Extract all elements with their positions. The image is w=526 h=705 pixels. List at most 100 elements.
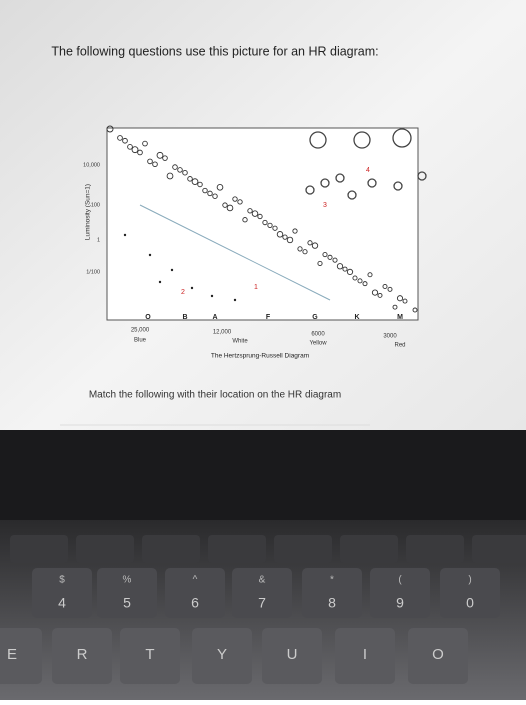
key-digit: 5	[123, 595, 131, 611]
star	[297, 246, 303, 252]
spectral-class: O	[145, 314, 151, 321]
function-key	[406, 535, 464, 563]
star	[262, 219, 268, 226]
key-letter: Y	[217, 646, 227, 663]
star	[292, 228, 298, 234]
key	[335, 628, 395, 684]
key	[370, 568, 430, 618]
caption: The Hertzsprung-Russell Diagram	[211, 353, 309, 360]
spectral-class: M	[397, 314, 403, 321]
giant-star	[417, 171, 427, 181]
function-key	[472, 535, 526, 563]
star	[172, 164, 178, 170]
star	[207, 190, 213, 197]
star	[247, 208, 253, 214]
y-tick-label: 1/100	[86, 269, 100, 275]
marker: 3	[323, 202, 327, 209]
star	[117, 135, 123, 141]
star	[166, 172, 174, 180]
giant-star	[335, 173, 345, 183]
title: The following questions use this picture…	[51, 44, 378, 58]
star	[282, 234, 288, 240]
star	[232, 196, 238, 202]
dwarf-star	[158, 280, 162, 284]
key	[32, 568, 92, 618]
star	[396, 295, 404, 302]
star	[322, 251, 328, 258]
star	[367, 272, 373, 278]
key-digit: 6	[191, 595, 199, 611]
key-symbol: (	[398, 575, 402, 586]
star	[147, 158, 153, 165]
giant-star	[392, 128, 412, 148]
star	[137, 149, 143, 156]
key	[192, 628, 252, 684]
star	[286, 236, 294, 244]
key-symbol: $	[59, 575, 65, 586]
spectral-class: A	[212, 314, 217, 321]
diagram-frame	[106, 127, 419, 321]
giant-star	[320, 178, 330, 188]
star	[162, 155, 168, 161]
star	[122, 137, 128, 144]
prompt: Match the following with their location …	[89, 390, 341, 401]
key-letter: R	[77, 646, 88, 663]
star	[187, 176, 193, 182]
giant-star	[309, 131, 327, 149]
star	[307, 240, 313, 246]
star	[237, 199, 243, 205]
color-label: Red	[394, 343, 405, 349]
temperature: 3000	[383, 334, 397, 340]
marker: 2	[181, 289, 185, 296]
star	[382, 284, 388, 289]
temperature: 25,000	[131, 328, 150, 334]
star	[352, 275, 358, 281]
dwarf-star	[233, 298, 237, 302]
dwarf-star	[210, 294, 214, 298]
marker: 4	[366, 167, 370, 174]
dwarf-star	[148, 253, 152, 257]
function-key	[10, 535, 68, 563]
key-symbol: ^	[193, 575, 198, 586]
key-digit: 0	[466, 595, 474, 611]
star	[362, 281, 368, 287]
temperature: 12,000	[213, 330, 232, 336]
star	[392, 304, 398, 310]
giant-star	[353, 131, 371, 149]
star	[191, 178, 199, 185]
star	[311, 242, 319, 249]
key-digit: 4	[58, 595, 66, 611]
spectral-class: B	[182, 314, 187, 321]
star	[377, 292, 383, 298]
giant-star	[305, 185, 315, 195]
dwarf-star	[170, 268, 174, 272]
star	[357, 278, 363, 284]
star	[202, 187, 208, 194]
star	[302, 249, 308, 255]
star	[212, 193, 218, 199]
function-key	[340, 535, 398, 563]
key	[165, 568, 225, 618]
star	[127, 143, 133, 150]
star	[272, 225, 278, 231]
star	[336, 263, 344, 270]
divider-line	[139, 204, 331, 301]
function-key	[76, 535, 134, 563]
star	[142, 140, 148, 147]
star	[317, 260, 323, 267]
color-label: White	[232, 339, 248, 345]
key	[232, 568, 292, 618]
y-axis-label: Luminosity (Sun=1)	[85, 184, 92, 240]
key	[52, 628, 112, 684]
key-letter: O	[432, 646, 444, 663]
key	[97, 568, 157, 618]
star	[131, 146, 139, 154]
y-tick-label: 1	[97, 237, 100, 243]
dwarf-star	[190, 286, 194, 290]
key-letter: I	[363, 646, 367, 663]
key	[120, 628, 180, 684]
color-label: Yellow	[309, 341, 327, 347]
giant-star	[367, 178, 377, 188]
star	[332, 257, 338, 263]
